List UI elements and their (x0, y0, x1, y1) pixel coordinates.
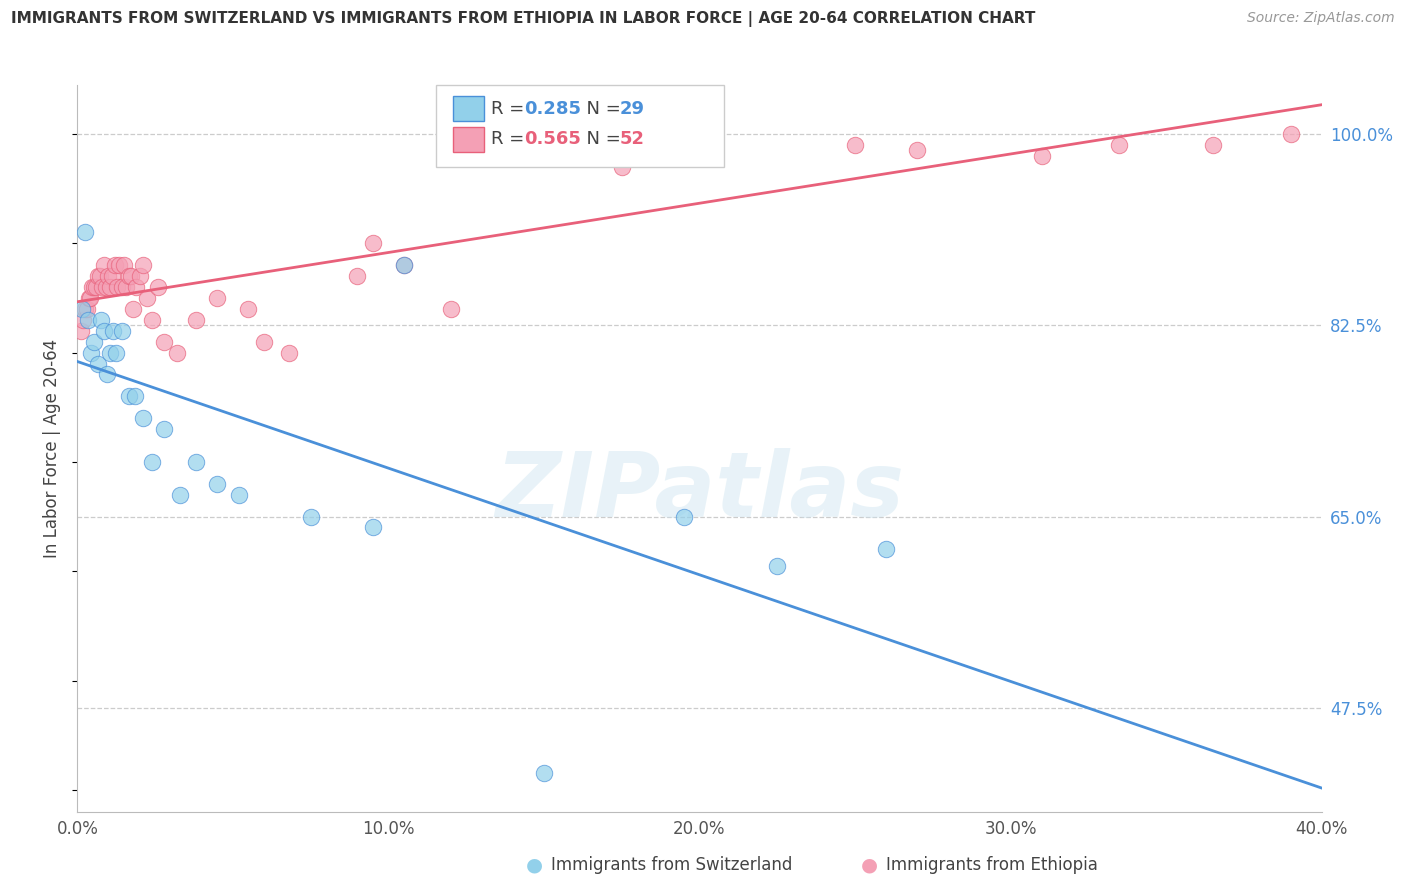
Point (207, 291, 229, 305)
Point (1108, 137, 1130, 152)
Point (169, 488, 191, 502)
Point (118, 389, 141, 403)
Point (83, 334, 105, 349)
Point (346, 268, 368, 283)
Point (93, 324, 115, 338)
Point (84, 280, 107, 294)
Text: IMMIGRANTS FROM SWITZERLAND VS IMMIGRANTS FROM ETHIOPIA IN LABOR FORCE | AGE 20-: IMMIGRANTS FROM SWITZERLAND VS IMMIGRANT… (11, 11, 1036, 27)
Point (70, 301, 93, 316)
Point (148, 280, 170, 294)
Point (141, 455, 163, 469)
Point (98, 345, 121, 359)
Text: ZIPatlas: ZIPatlas (495, 448, 904, 536)
Point (875, 542, 897, 557)
Point (87, 268, 110, 283)
Point (77, 291, 100, 305)
Point (93, 258, 115, 272)
Point (440, 301, 463, 316)
Point (94, 280, 117, 294)
Point (184, 455, 207, 469)
Point (110, 280, 132, 294)
Point (98, 280, 121, 294)
Point (70, 324, 93, 338)
Point (299, 509, 322, 524)
Point (96, 368, 118, 382)
Point (118, 268, 141, 283)
Point (112, 258, 135, 272)
Point (610, 160, 633, 174)
Point (207, 476, 229, 491)
Text: R =: R = (491, 130, 530, 148)
Point (361, 236, 384, 251)
Point (136, 291, 159, 305)
Point (392, 258, 415, 272)
Text: 0.565: 0.565 (524, 130, 581, 148)
Point (392, 258, 415, 272)
Point (83, 280, 105, 294)
Point (905, 144, 928, 158)
Point (105, 280, 128, 294)
Point (153, 422, 176, 436)
Point (1279, 127, 1302, 141)
Point (89, 268, 111, 283)
Point (131, 258, 153, 272)
Point (166, 345, 188, 359)
Point (86, 357, 108, 371)
Point (104, 258, 127, 272)
Point (131, 411, 153, 425)
Point (111, 324, 134, 338)
Text: ●: ● (526, 855, 543, 875)
Point (108, 258, 131, 272)
Point (153, 334, 176, 349)
Point (533, 137, 555, 152)
Point (253, 334, 276, 349)
Point (101, 324, 124, 338)
Point (101, 268, 124, 283)
Point (115, 280, 138, 294)
Point (122, 301, 145, 316)
Point (79, 291, 101, 305)
Point (361, 520, 384, 534)
Point (128, 268, 150, 283)
Text: Immigrants from Switzerland: Immigrants from Switzerland (551, 856, 793, 874)
Point (766, 558, 789, 573)
Point (90, 280, 112, 294)
Point (844, 137, 866, 152)
Point (120, 268, 142, 283)
Point (72, 312, 94, 326)
Point (82, 280, 104, 294)
Text: N =: N = (575, 130, 627, 148)
Text: Immigrants from Ethiopia: Immigrants from Ethiopia (886, 856, 1098, 874)
Point (141, 312, 163, 326)
Text: 52: 52 (620, 130, 645, 148)
Point (97, 268, 120, 283)
Text: 0.285: 0.285 (524, 100, 582, 118)
Point (75, 225, 97, 239)
Text: R =: R = (491, 100, 530, 118)
Point (105, 345, 128, 359)
Text: 29: 29 (620, 100, 645, 118)
Point (533, 766, 555, 780)
Point (672, 509, 695, 524)
Y-axis label: In Labor Force | Age 20-64: In Labor Force | Age 20-64 (44, 339, 62, 558)
Point (125, 280, 148, 294)
Point (77, 312, 100, 326)
Point (73, 301, 96, 316)
Point (228, 488, 250, 502)
Text: Source: ZipAtlas.com: Source: ZipAtlas.com (1247, 11, 1395, 25)
Point (80, 345, 103, 359)
Text: ●: ● (860, 855, 877, 875)
Point (704, 132, 727, 146)
Point (1202, 137, 1225, 152)
Point (277, 345, 299, 359)
Point (76, 301, 98, 316)
Text: N =: N = (575, 100, 627, 118)
Point (184, 312, 207, 326)
Point (1031, 149, 1053, 163)
Point (238, 301, 260, 316)
Point (124, 389, 146, 403)
Point (90, 312, 112, 326)
